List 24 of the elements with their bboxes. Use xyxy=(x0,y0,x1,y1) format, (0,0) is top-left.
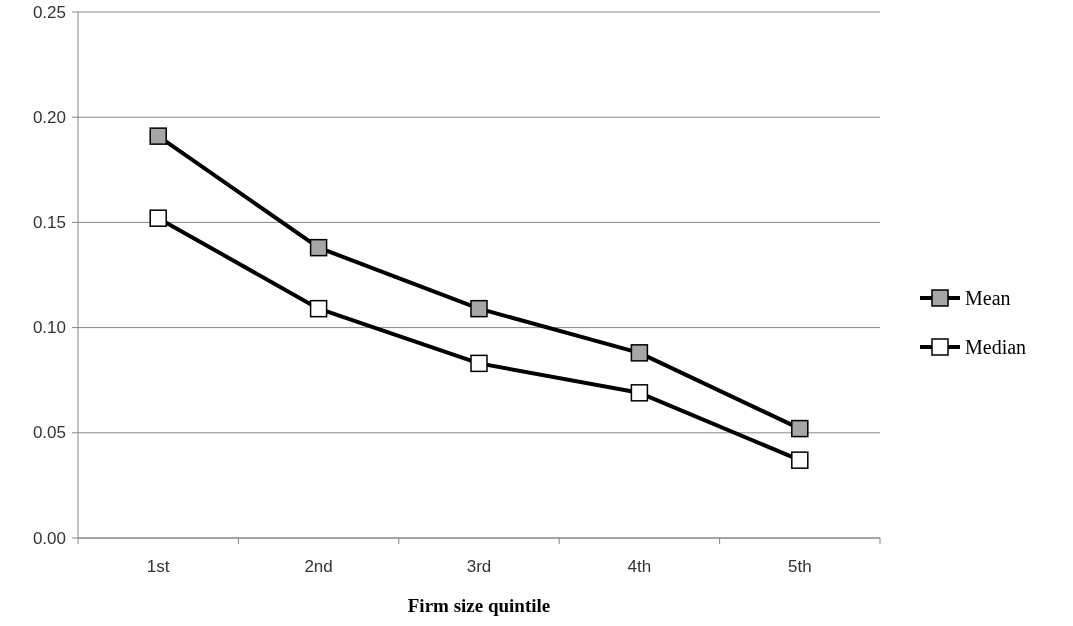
point xyxy=(630,384,649,402)
point xyxy=(630,344,649,362)
point xyxy=(791,419,809,438)
x-tick-label: 5th xyxy=(787,557,812,576)
x-tick-label: 2nd xyxy=(304,557,333,576)
point xyxy=(470,354,488,373)
point xyxy=(309,238,328,257)
x-axis-title: Firm size quintile xyxy=(407,595,551,616)
y-tick-label: 0.00 xyxy=(32,528,66,548)
y-tick-label: 0.20 xyxy=(32,107,66,127)
legend-label: Median xyxy=(965,336,1027,358)
legend-label: Mean xyxy=(965,287,1011,309)
y-tick-label: 0.05 xyxy=(32,423,66,443)
y-tick-label: 0.15 xyxy=(32,212,66,232)
point xyxy=(149,209,167,227)
x-tick-label: 4th xyxy=(627,557,652,576)
x-tick-label: 1st xyxy=(146,557,170,576)
x-tick-label: 3rd xyxy=(466,557,492,576)
y-tick-label: 0.10 xyxy=(32,318,66,338)
point xyxy=(470,299,488,318)
point xyxy=(791,451,809,469)
y-tick-label: 0.25 xyxy=(32,2,66,22)
point xyxy=(149,127,167,145)
point xyxy=(309,299,328,318)
